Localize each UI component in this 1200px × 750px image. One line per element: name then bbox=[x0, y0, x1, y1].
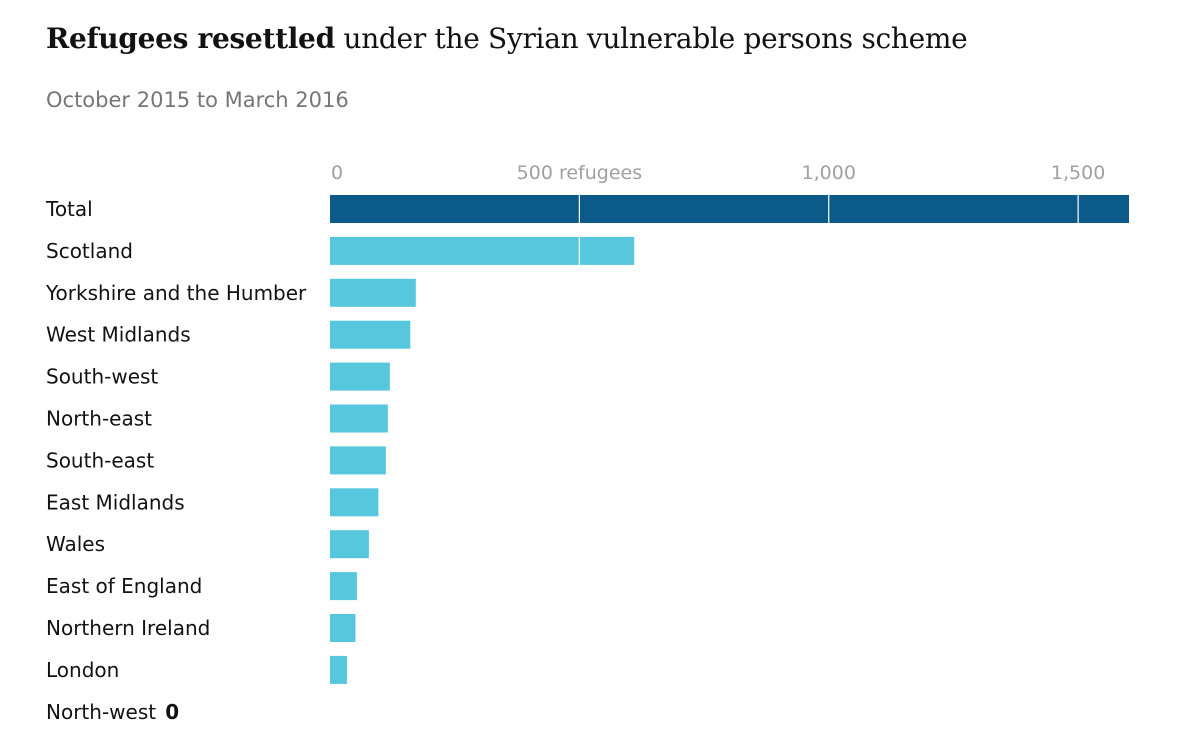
bar-yorkshire-and-the-humber bbox=[330, 278, 416, 307]
chart-title-bold: Refugees resettled bbox=[46, 22, 335, 55]
category-label-yorkshire-and-the-humber: Yorkshire and the Humber bbox=[45, 281, 307, 305]
chart-title-rest: under the Syrian vulnerable persons sche… bbox=[334, 22, 968, 55]
tick-labels: 0 500 refugees 1,000 1,500 bbox=[331, 162, 1105, 184]
category-label-scotland: Scotland bbox=[46, 239, 133, 263]
category-label-north-east: North-east bbox=[46, 407, 152, 431]
bar-northern-ireland bbox=[330, 614, 356, 642]
category-label-wales: Wales bbox=[46, 532, 105, 556]
bar-wales bbox=[330, 530, 369, 559]
category-label-east-of-england: East of England bbox=[46, 574, 202, 598]
bar-south-east bbox=[330, 446, 386, 475]
category-label-south-west: South-west bbox=[46, 365, 158, 389]
category-labels: Total Scotland Yorkshire and the Humber Wes… bbox=[45, 197, 307, 724]
category-label-south-east: South-east bbox=[46, 448, 154, 472]
tick-label-0: 0 bbox=[331, 162, 343, 184]
bar-west-midlands bbox=[330, 320, 411, 349]
tick-label-500: 500 refugees bbox=[517, 162, 642, 184]
chart-subtitle: October 2015 to March 2016 bbox=[46, 88, 349, 112]
bar-north-east bbox=[330, 404, 388, 433]
bar-east-midlands bbox=[330, 488, 379, 517]
bar-london bbox=[330, 655, 347, 684]
category-label-east-midlands: East Midlands bbox=[46, 490, 185, 514]
category-label-total: Total bbox=[45, 197, 93, 221]
chart-title: Refugees resettled under the Syrian vuln… bbox=[46, 22, 968, 55]
bar-scotland bbox=[330, 236, 635, 265]
bar-south-west bbox=[330, 362, 390, 391]
gridlines bbox=[578, 193, 1079, 726]
value-label-north-west: 0 bbox=[165, 700, 179, 724]
category-label-northern-ireland: Northern Ireland bbox=[46, 616, 210, 640]
category-label-london: London bbox=[46, 658, 119, 682]
tick-label-1000: 1,000 bbox=[802, 162, 856, 184]
category-label-west-midlands: West Midlands bbox=[46, 323, 191, 347]
bars bbox=[330, 195, 1129, 684]
bar-east-of-england bbox=[330, 572, 357, 601]
tick-label-1500: 1,500 bbox=[1051, 162, 1105, 184]
bar-total bbox=[330, 195, 1129, 223]
category-label-north-west: North-west bbox=[46, 700, 156, 724]
